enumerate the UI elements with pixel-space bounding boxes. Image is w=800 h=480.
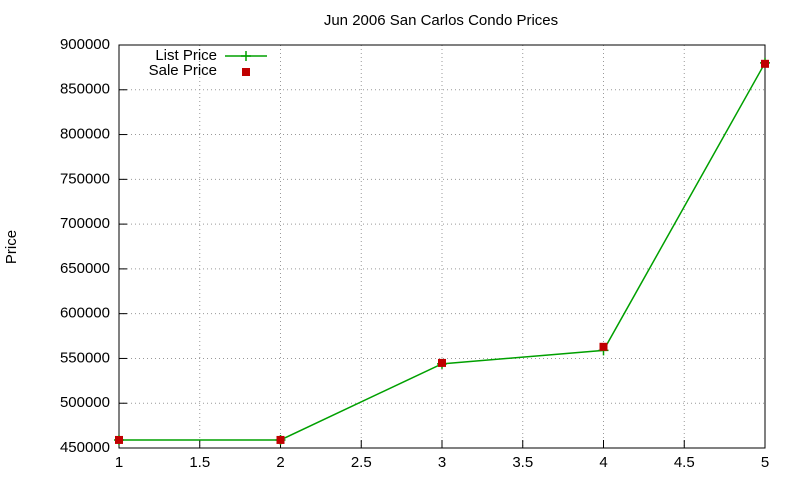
x-tick-label: 1 xyxy=(115,454,123,471)
x-tick-label: 3.5 xyxy=(512,454,533,471)
x-tick-label: 4.5 xyxy=(674,454,695,471)
x-tick-label: 3 xyxy=(438,454,446,471)
point-marker xyxy=(115,435,123,444)
y-tick-label: 750000 xyxy=(60,170,110,187)
series-line xyxy=(119,62,766,441)
legend-label: List Price xyxy=(155,47,217,64)
y-tick-label: 500000 xyxy=(60,394,110,411)
chart-title: Jun 2006 San Carlos Condo Prices xyxy=(324,12,558,29)
point-marker xyxy=(761,59,769,68)
y-tick-label: 550000 xyxy=(60,349,110,366)
x-tick-label: 5 xyxy=(761,454,769,471)
x-tick-label: 1.5 xyxy=(189,454,210,471)
plot-border xyxy=(118,44,766,449)
y-tick-label: 900000 xyxy=(60,36,110,53)
y-tick-label: 600000 xyxy=(60,305,110,322)
point-marker xyxy=(438,358,446,367)
y-tick-label: 700000 xyxy=(60,215,110,232)
x-tick-label: 2 xyxy=(276,454,284,471)
y-axis-label: Price xyxy=(3,230,20,264)
legend-label: Sale Price xyxy=(149,62,217,79)
legend-marker xyxy=(242,68,250,76)
point-marker xyxy=(599,342,608,351)
y-tick-label: 850000 xyxy=(60,81,110,98)
y-tick-label: 450000 xyxy=(60,439,110,456)
x-tick-label: 4 xyxy=(599,454,607,471)
x-tick-label: 2.5 xyxy=(351,454,372,471)
legend-marker xyxy=(241,51,251,61)
point-marker xyxy=(276,435,285,444)
y-tick-label: 800000 xyxy=(60,126,110,143)
y-tick-label: 650000 xyxy=(60,260,110,277)
